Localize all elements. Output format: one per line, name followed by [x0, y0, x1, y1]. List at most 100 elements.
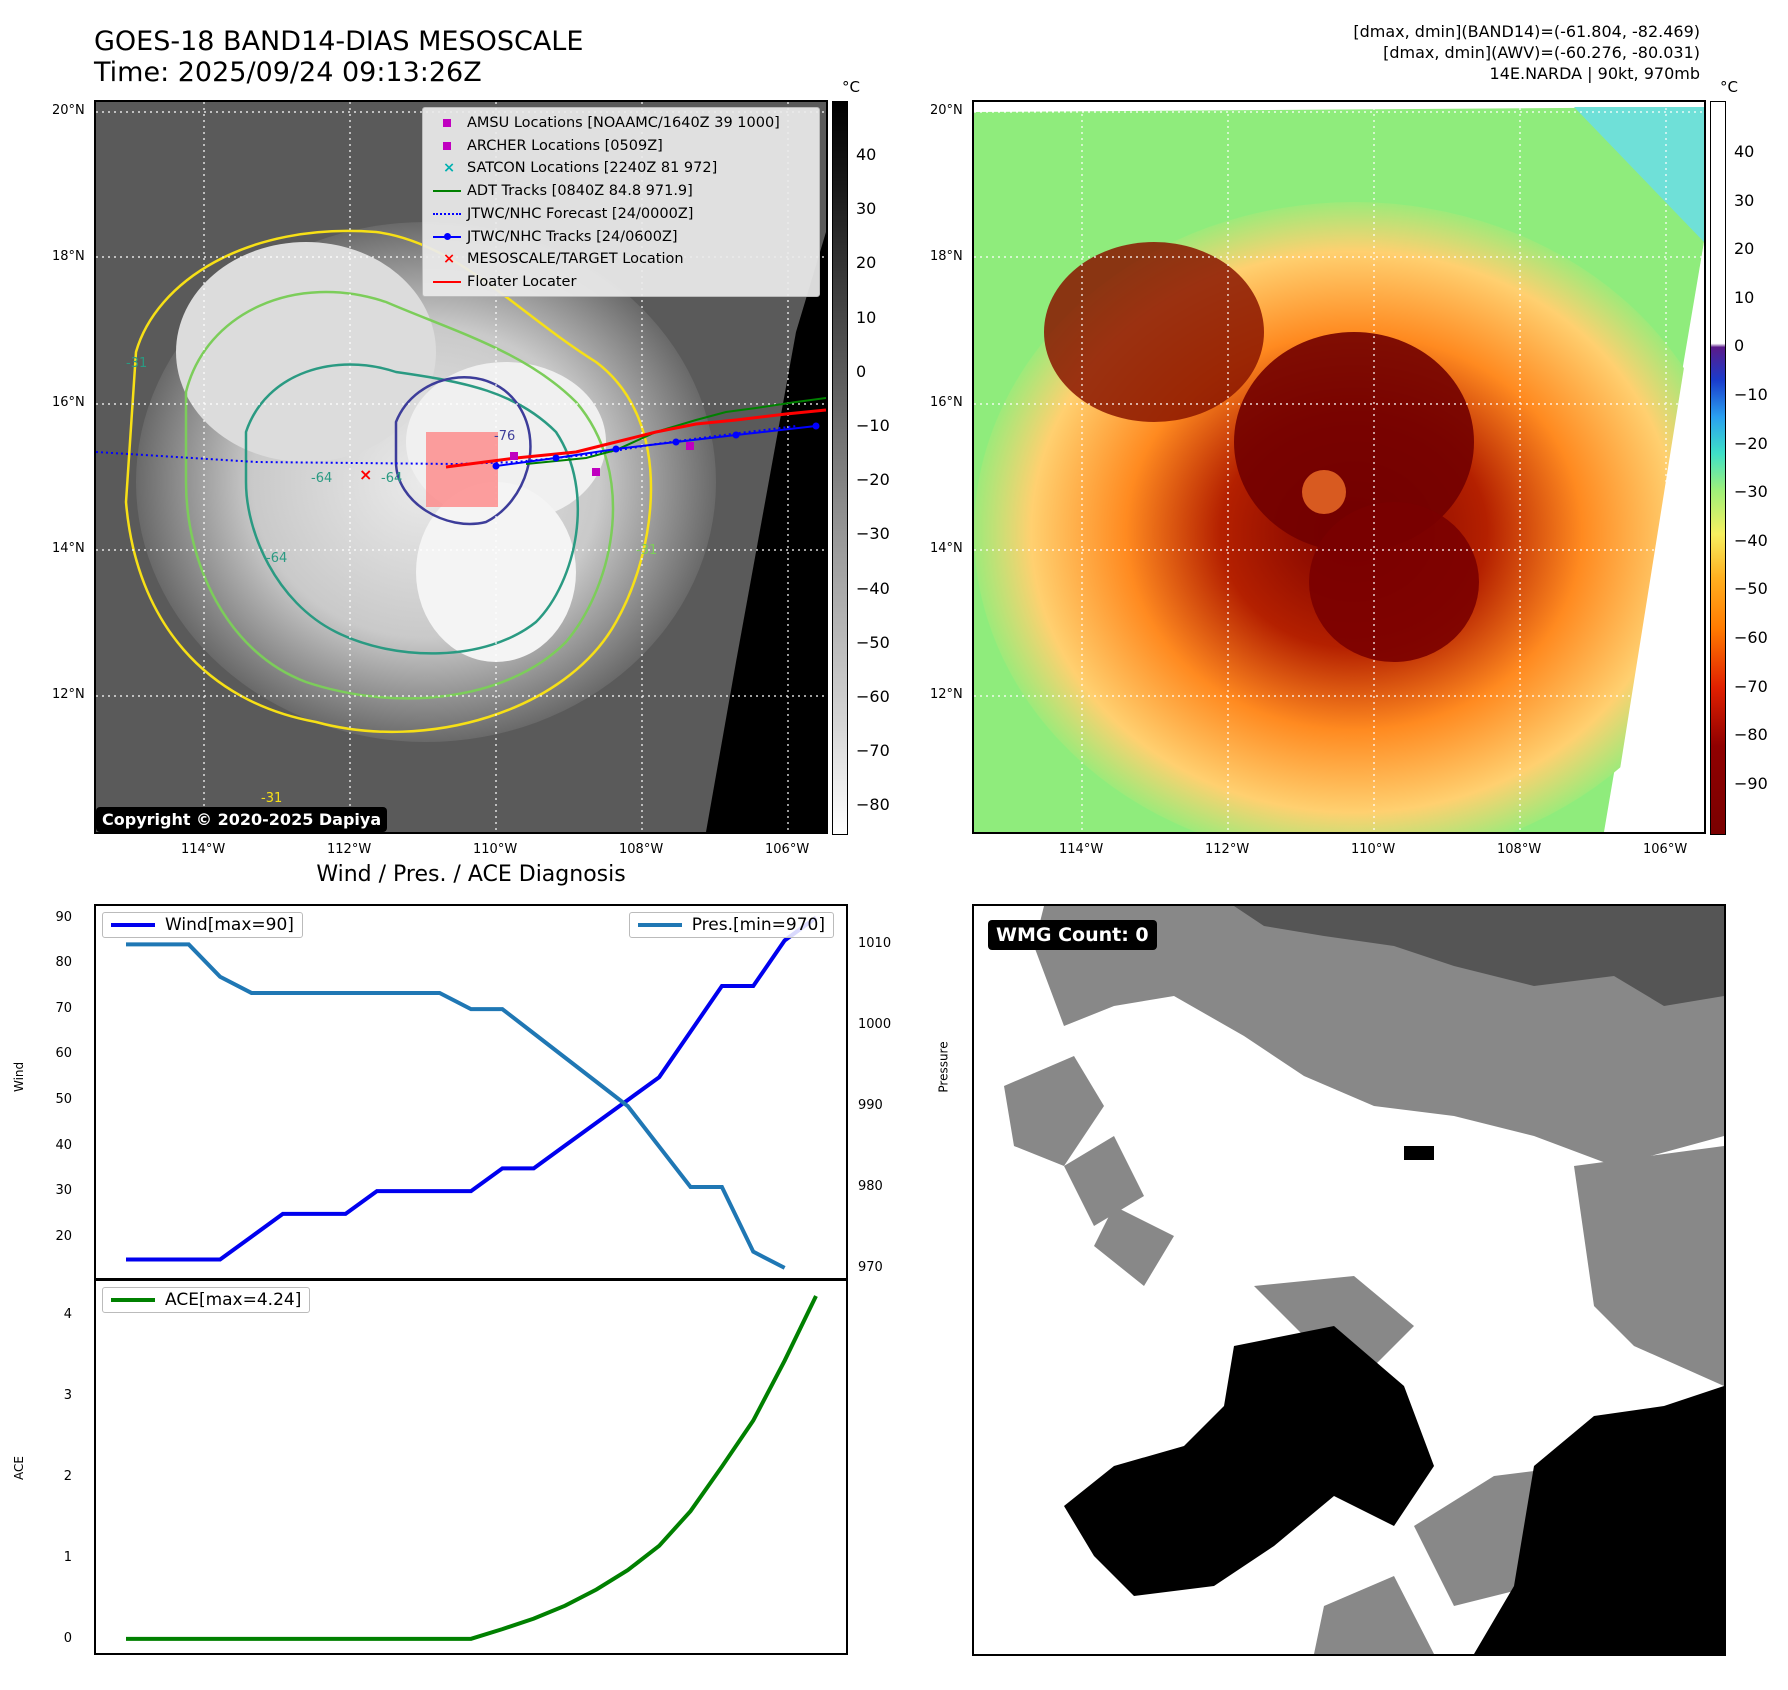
colorbar-tick: −70: [856, 741, 890, 761]
wind-line-icon: [111, 923, 155, 927]
svg-text:-31: -31: [126, 356, 147, 371]
legend-archer: ARCHER Locations [0509Z]: [431, 135, 811, 158]
red-x-icon: ×: [443, 251, 456, 268]
wind-pressure-plot: [94, 904, 848, 1280]
wmg-count-badge: WMG Count: 0: [988, 920, 1157, 950]
ace-line-icon: [111, 1298, 155, 1302]
blue-dotted-line-icon: [433, 212, 461, 215]
lon-label: 110°W: [473, 842, 518, 857]
pressure-tick-label: 990: [858, 1098, 883, 1114]
colorbar-tick: −50: [1734, 579, 1768, 599]
colorbar-tick: 10: [856, 307, 877, 327]
lon-label: 106°W: [1643, 842, 1688, 857]
wind-legend: Wind[max=90]: [102, 912, 303, 938]
colorbar-tick: 40: [1734, 142, 1755, 161]
pressure-series-line: [126, 942, 786, 1270]
colorbar-tick: 30: [856, 199, 877, 219]
colorbar-tick: 30: [1734, 190, 1755, 210]
cyan-x-icon: ×: [443, 160, 456, 177]
colorbar-tick: −60: [1734, 628, 1768, 647]
wmg-imagery: [974, 906, 1724, 1654]
awv-imagery: [974, 102, 1704, 832]
colorbar-tick: −50: [856, 632, 890, 652]
wind-tick-label: 60: [55, 1046, 72, 1062]
band14-map-panel: × -31 -64 -76 -64 -64 -31 -31 AMSU Locat…: [94, 100, 828, 834]
wind-tick-label: 20: [55, 1228, 72, 1244]
lat-label: 16°N: [52, 395, 85, 410]
colorbar-tick: 20: [856, 253, 877, 273]
colorbar-tick: 0: [1734, 336, 1745, 356]
colorbar-tick: −40: [1734, 530, 1768, 550]
svg-text:-76: -76: [494, 429, 515, 444]
colorbar-tick: −30: [856, 524, 890, 544]
colorbar-tick: 40: [856, 145, 877, 164]
red-line-icon: [433, 280, 461, 283]
lat-label: 20°N: [930, 103, 963, 118]
colorbar-tick: 0: [856, 361, 867, 381]
lat-label: 12°N: [930, 687, 963, 702]
pressure-tick-label: 1010: [858, 936, 892, 952]
colorbar-tick: −10: [856, 416, 890, 435]
lat-label: 18°N: [52, 249, 85, 264]
legend-forecast: JTWC/NHC Forecast [24/0000Z]: [431, 203, 811, 226]
wind-tick-label: 40: [55, 1137, 72, 1153]
blue-line-dot-icon: [433, 232, 461, 240]
wind-tick-label: 70: [55, 1000, 72, 1016]
svg-text:-64: -64: [311, 471, 332, 486]
ace-chart: ACE[max=4.24]: [94, 1279, 848, 1655]
wind-tick-label: 80: [55, 955, 72, 971]
wind-axis-label: Wind: [12, 1061, 26, 1092]
wind-series-line: [126, 916, 818, 1262]
ace-series-line: [126, 1295, 818, 1641]
colorbar-right: [1710, 101, 1726, 835]
storm-info: 14E.NARDA | 90kt, 970mb: [1489, 64, 1700, 83]
colorbar-tick: −20: [856, 470, 890, 490]
lat-label: 20°N: [52, 103, 85, 118]
band14-stats: [dmax, dmin](BAND14)=(-61.804, -82.469): [1353, 22, 1700, 41]
wind-tick-label: 90: [55, 909, 72, 925]
ace-tick-label: 0: [63, 1630, 72, 1646]
svg-text:-31: -31: [636, 543, 657, 558]
colorbar-tick: 20: [1734, 239, 1755, 259]
ace-tick-label: 1: [63, 1549, 72, 1565]
ace-axis-label: ACE: [12, 1456, 26, 1480]
legend-satcon: × SATCON Locations [2240Z 81 972]: [431, 157, 811, 180]
magenta-square-icon: [443, 141, 451, 150]
pressure-tick-label: 980: [858, 1179, 883, 1194]
lon-label: 108°W: [1497, 842, 1542, 857]
lon-label: 114°W: [1059, 842, 1104, 857]
legend-tracks: JTWC/NHC Tracks [24/0600Z]: [431, 226, 811, 249]
legend-amsu: AMSU Locations [NOAAMC/1640Z 39 1000]: [431, 112, 811, 135]
pressure-line-icon: [637, 923, 682, 927]
colorbar-tick: −10: [1734, 385, 1768, 404]
lat-label: 14°N: [930, 541, 963, 556]
lat-label: 14°N: [52, 541, 85, 556]
wmg-panel: WMG Count: 0: [972, 904, 1726, 1656]
pressure-axis-label: Pressure: [936, 1041, 951, 1093]
lat-label: 18°N: [930, 249, 963, 264]
colorbar-unit-left: °C: [842, 78, 860, 96]
colorbar-tick: −30: [1734, 482, 1768, 502]
lon-label: 110°W: [1351, 842, 1396, 857]
lat-label: 16°N: [930, 395, 963, 410]
lat-label: 12°N: [52, 687, 85, 702]
colorbar-tick: −60: [856, 687, 890, 706]
colorbar-unit-right: °C: [1720, 78, 1738, 96]
colorbar-left: [832, 101, 848, 835]
diagnosis-title: Wind / Pres. / ACE Diagnosis: [316, 862, 626, 887]
lon-label: 112°W: [327, 842, 372, 857]
page-title: GOES-18 BAND14-DIAS MESOSCALE: [94, 26, 584, 57]
wind-pressure-chart: Wind[max=90] Pres.[min=970]: [94, 904, 848, 1280]
green-line-icon: [433, 190, 461, 193]
ace-tick-label: 4: [63, 1307, 72, 1323]
awv-map-panel: [972, 100, 1706, 834]
wind-tick-label: 50: [55, 1091, 72, 1107]
pressure-tick-label: 1000: [858, 1017, 892, 1033]
svg-text:-64: -64: [266, 551, 287, 566]
colorbar-tick: −80: [856, 795, 890, 815]
plot-frame: [94, 904, 848, 1280]
target-marker: ×: [359, 465, 372, 484]
magenta-square-icon: [443, 119, 451, 127]
legend-adt: ADT Tracks [0840Z 84.8 971.9]: [431, 180, 811, 203]
svg-text:-64: -64: [381, 471, 402, 486]
